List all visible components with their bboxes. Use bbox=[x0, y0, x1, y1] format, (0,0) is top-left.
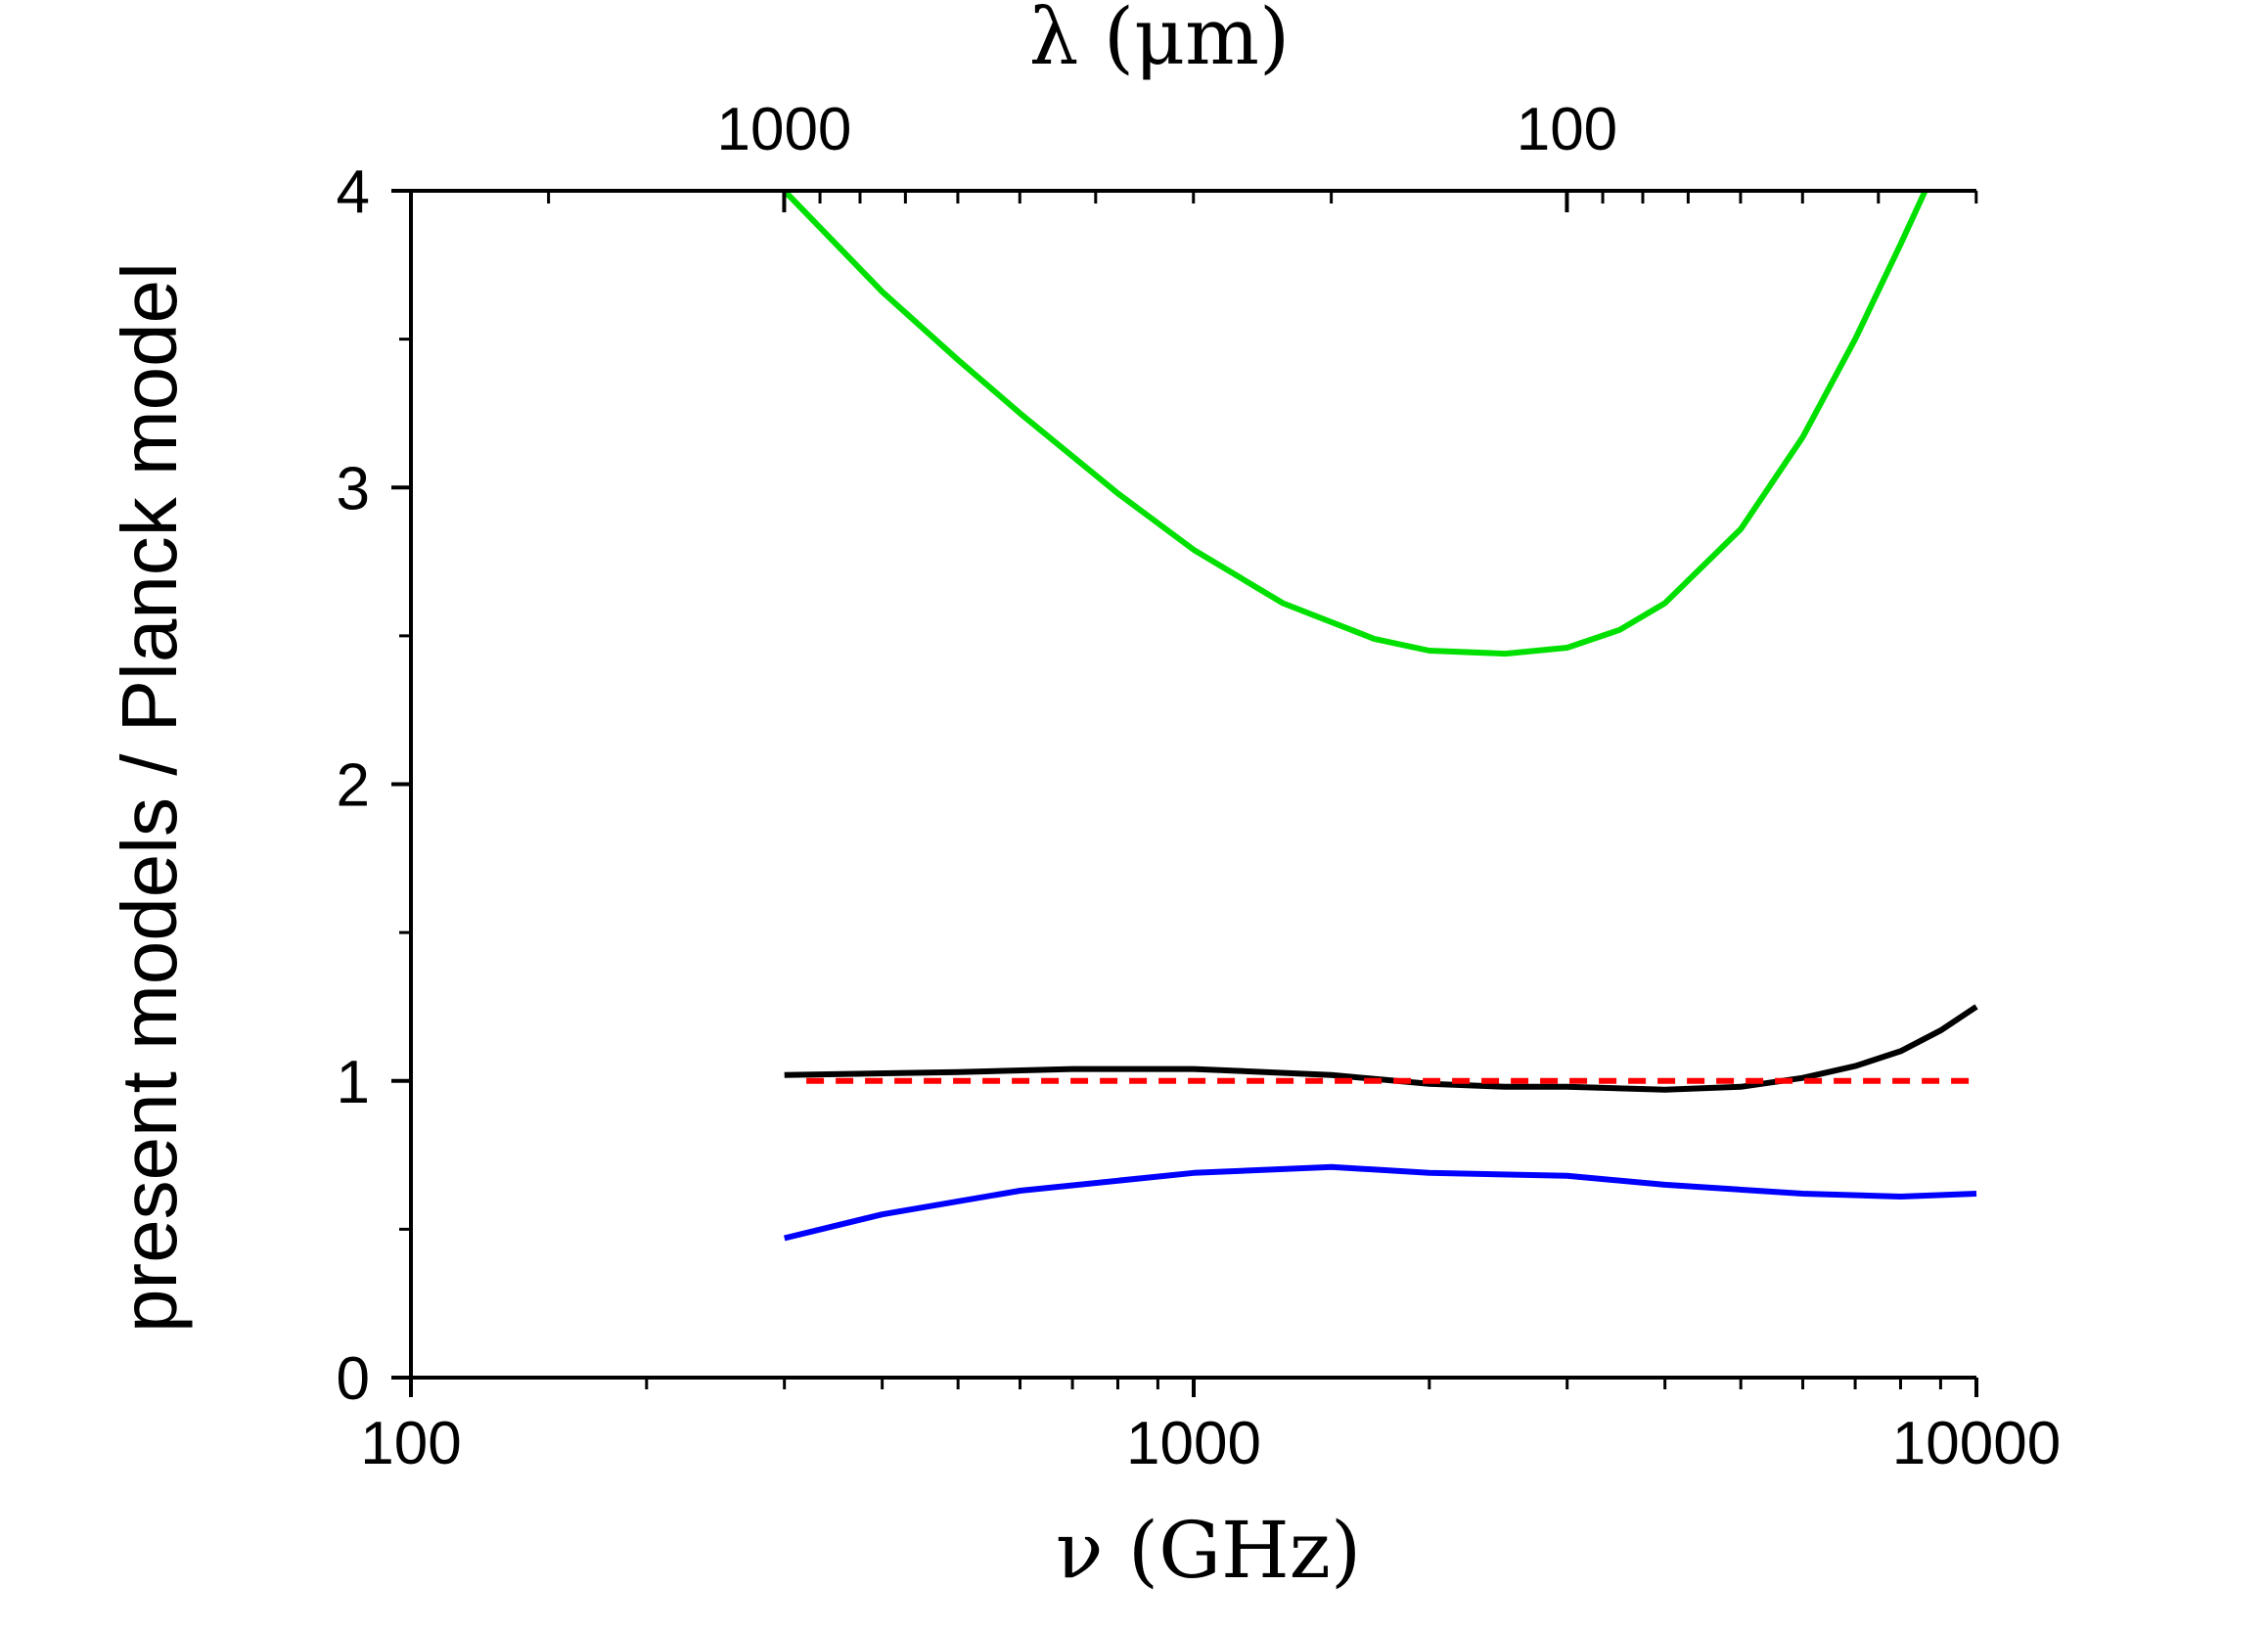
y-tick-label: 0 bbox=[337, 1345, 370, 1413]
x-tick-label: 100 bbox=[360, 1410, 461, 1477]
y-axis-title: present models / Planck model bbox=[106, 262, 193, 1333]
x-axis-title: ν (GHz) bbox=[1056, 1505, 1361, 1596]
series-line-blue-model bbox=[783, 1163, 1977, 1242]
top-tick-label: 100 bbox=[1517, 96, 1617, 163]
series-layer bbox=[782, 188, 1978, 1242]
y-tick-label: 1 bbox=[337, 1049, 370, 1116]
y-tick-label: 3 bbox=[337, 455, 370, 522]
top-axis-title: λ (μm) bbox=[1029, 0, 1290, 82]
x-tick-label: 10000 bbox=[1892, 1410, 2061, 1477]
series-line-black-model bbox=[784, 1004, 1978, 1093]
y-tick-label: 2 bbox=[337, 752, 370, 820]
axes-layer: 100 1000 10000 0 1 2 3 4 1000 100 bbox=[337, 96, 2062, 1477]
labels-layer: λ (μm) ν (GHz) present models / Planck m… bbox=[106, 0, 1361, 1596]
y-tick-label: 4 bbox=[337, 159, 370, 226]
top-tick-label: 1000 bbox=[716, 96, 851, 163]
series-line-green-model bbox=[782, 188, 1928, 657]
x-tick-label: 1000 bbox=[1126, 1410, 1261, 1477]
